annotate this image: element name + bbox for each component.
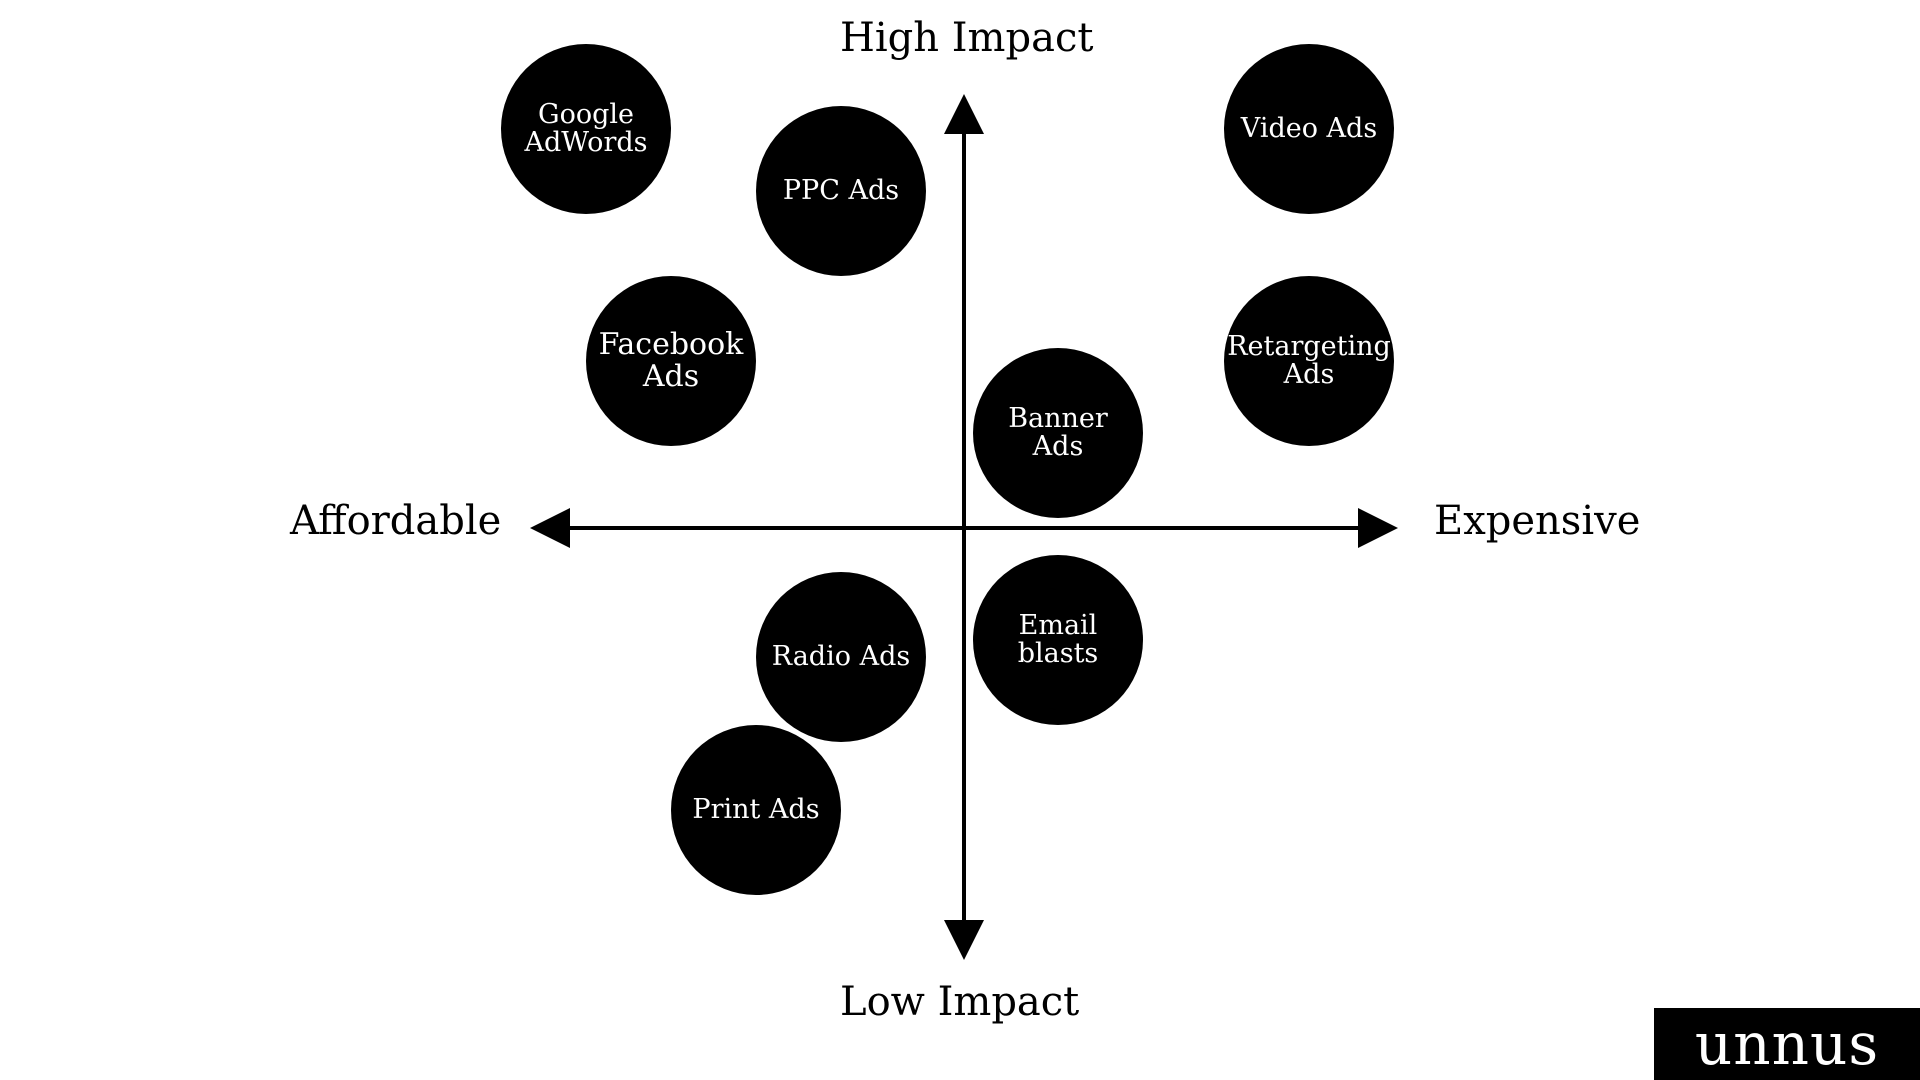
bubble-label-banner-ads: Banner Ads <box>1008 403 1108 462</box>
bubble-label-email-blasts: Email blasts <box>1017 610 1099 669</box>
bubble-video-ads: Video Ads <box>1224 44 1394 214</box>
bubble-facebook-ads: Facebook Ads <box>586 276 756 446</box>
bubble-label-google-adwords: Google AdWords <box>524 99 648 158</box>
bubble-email-blasts: Email blasts <box>973 555 1143 725</box>
bubble-radio-ads: Radio Ads <box>756 572 926 742</box>
bubble-banner-ads: Banner Ads <box>973 348 1143 518</box>
bubble-label-print-ads: Print Ads <box>692 794 820 825</box>
axis-label-expensive: Expensive <box>1434 498 1641 544</box>
bubble-ppc-ads: PPC Ads <box>756 106 926 276</box>
axis-label-affordable: Affordable <box>290 498 502 544</box>
bubble-print-ads: Print Ads <box>671 725 841 895</box>
bubble-label-radio-ads: Radio Ads <box>771 641 911 672</box>
bubble-retargeting-ads: Retargeting Ads <box>1224 276 1394 446</box>
brand-logo: unnus <box>1654 1008 1920 1080</box>
axis-label-high-impact: High Impact <box>840 15 1094 61</box>
bubble-label-video-ads: Video Ads <box>1240 113 1378 144</box>
bubble-google-adwords: Google AdWords <box>501 44 671 214</box>
brand-logo-text: unnus <box>1694 1010 1880 1078</box>
bubble-label-retargeting-ads: Retargeting Ads <box>1227 331 1391 390</box>
axis-label-low-impact: Low Impact <box>840 979 1080 1025</box>
bubble-label-ppc-ads: PPC Ads <box>782 175 900 206</box>
bubble-label-facebook-ads: Facebook Ads <box>598 327 744 394</box>
